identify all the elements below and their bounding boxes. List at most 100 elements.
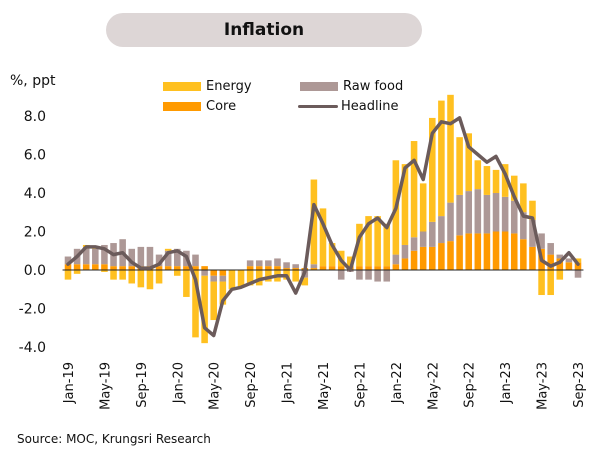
y-axis-label: %, ppt — [10, 73, 56, 89]
bar-core — [447, 241, 454, 270]
bar-core — [82, 264, 90, 270]
bar-raw-food — [547, 243, 554, 255]
bar-energy — [110, 270, 117, 280]
bar-core — [410, 250, 418, 270]
bar-energy — [447, 94, 454, 203]
bar-raw-food — [574, 270, 582, 278]
x-tick-label: Jan-20 — [171, 362, 186, 404]
bar-energy — [347, 256, 354, 267]
bar-energy — [483, 166, 491, 195]
bar-core — [456, 235, 463, 270]
bar-energy — [474, 160, 482, 190]
bar-raw-food — [483, 194, 491, 234]
x-tick-label: Jan-22 — [390, 362, 405, 404]
bar-energy — [174, 270, 181, 276]
bar-energy — [164, 248, 172, 251]
bar-core — [274, 266, 281, 270]
bar-core — [356, 266, 363, 270]
bar-raw-food — [101, 244, 108, 265]
bar-raw-food — [137, 246, 145, 267]
bar-energy — [192, 270, 199, 338]
bar-energy — [219, 281, 227, 305]
bar-raw-food — [174, 248, 181, 267]
headline-line — [66, 116, 580, 338]
bar-raw-food — [210, 275, 217, 282]
bar-raw-food — [520, 212, 527, 240]
bar-energy — [574, 258, 582, 263]
bar-raw-food — [538, 233, 545, 249]
bar-core — [483, 233, 491, 270]
bar-core — [73, 264, 81, 270]
bar-energy — [228, 270, 236, 290]
bar-energy — [237, 270, 245, 288]
x-tick-label: Sep-22 — [463, 362, 478, 408]
bar-raw-food — [274, 258, 281, 267]
bar-raw-food — [383, 270, 391, 282]
bar-raw-food — [155, 254, 163, 267]
x-tick-label: Jan-23 — [499, 362, 514, 404]
x-tick-label: Jan-19 — [62, 362, 77, 404]
bar-core — [365, 266, 372, 270]
bar-core — [574, 262, 582, 270]
bar-core — [174, 266, 181, 270]
bar-raw-food — [219, 275, 227, 282]
bar-raw-food — [556, 254, 564, 259]
x-tick-label: Jan-21 — [281, 362, 296, 404]
bar-core — [164, 266, 172, 270]
bar-core — [529, 246, 536, 270]
bar-raw-food — [337, 270, 345, 280]
bar-raw-food — [492, 193, 500, 232]
bar-raw-food — [474, 189, 482, 234]
bar-energy — [429, 117, 436, 222]
bar-raw-food — [456, 194, 463, 236]
bar-energy — [201, 275, 208, 344]
bar-energy — [465, 133, 472, 192]
bar-core — [155, 266, 163, 270]
x-tick-label: May-20 — [208, 362, 223, 410]
bar-core — [520, 239, 527, 270]
bar-energy — [119, 270, 126, 280]
bar-energy — [128, 270, 136, 284]
bar-raw-food — [192, 254, 199, 267]
x-tick-label: May-19 — [98, 362, 113, 410]
legend-swatch-core — [163, 102, 201, 111]
bar-raw-food — [529, 219, 536, 247]
x-axis-ticks: Jan-19 May-19 Sep-19 Jan-20 May-20 Sep-20 Jan-… — [62, 362, 587, 410]
bar-core — [219, 270, 227, 276]
bar-energy — [146, 270, 154, 290]
bar-raw-food — [64, 256, 72, 265]
bar-core — [119, 266, 126, 270]
bar-energy — [292, 270, 299, 282]
bar-raw-food — [392, 254, 400, 265]
bar-energy — [410, 141, 418, 238]
bar-core — [492, 231, 500, 270]
y-tick-label: 0.0 — [24, 263, 46, 279]
bar-raw-food — [401, 244, 409, 259]
x-tick-label: Sep-23 — [572, 362, 587, 408]
bar-energy — [319, 208, 327, 267]
bar-raw-food — [565, 258, 573, 263]
legend-swatch-energy — [163, 82, 201, 91]
bar-energy — [529, 200, 536, 220]
bar-core — [183, 266, 190, 270]
bar-raw-food — [374, 270, 381, 282]
bar-core — [429, 246, 436, 270]
bar-energy — [419, 183, 427, 232]
bar-raw-food — [429, 221, 436, 247]
bar-energy — [383, 223, 391, 267]
bar-energy — [64, 270, 72, 280]
bar-raw-food — [265, 260, 272, 267]
legend-label-energy: Energy — [206, 79, 252, 94]
bar-core — [92, 264, 99, 270]
bar-raw-food — [246, 260, 254, 267]
x-tick-label: May-23 — [536, 362, 551, 410]
y-tick-label: -2.0 — [19, 302, 46, 318]
bar-raw-food — [410, 237, 418, 251]
legend-label-raw-food: Raw food — [343, 79, 404, 94]
bar-energy — [265, 270, 272, 282]
bar-raw-food — [438, 216, 445, 244]
bar-core — [465, 233, 472, 270]
bar-energy — [556, 270, 564, 280]
bar-raw-food — [255, 260, 263, 267]
legend-item-raw-food: Raw food — [300, 79, 403, 94]
